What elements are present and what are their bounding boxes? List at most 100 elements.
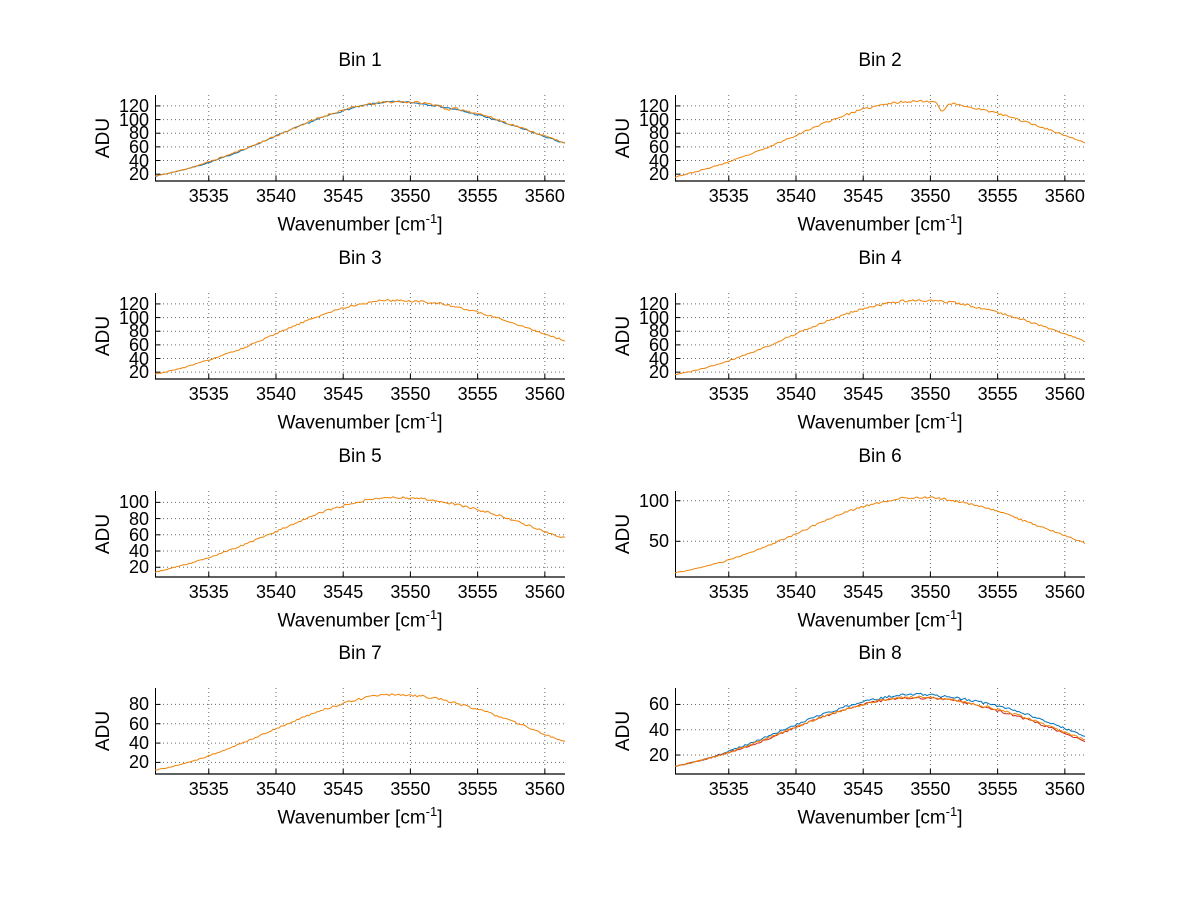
x-tick-label: 3540: [255, 779, 296, 799]
y-tick-label: 20: [648, 362, 669, 383]
y-tick-label: 100: [118, 492, 149, 513]
x-tick-label: 3535: [708, 582, 749, 602]
x-axis-label-exponent: -1: [945, 409, 958, 424]
x-tick-label: 3535: [188, 779, 229, 799]
data-series-orange: [675, 695, 1086, 767]
data-series-orange: [155, 100, 566, 177]
x-axis-label-suffix: ]: [957, 412, 963, 434]
x-axis-label-exponent: -1: [425, 409, 438, 424]
data-series-orange: [675, 299, 1086, 376]
y-tick-label: 20: [128, 362, 149, 383]
x-axis-label: Wavenumber [cm-1]: [155, 607, 565, 632]
y-tick-label: 50: [648, 531, 669, 552]
subplot-bin-7: Bin 7 ADU 20 40 60 80 3535 3540 3545 3550 3555 3560…: [85, 643, 585, 839]
x-axis-label-exponent: -1: [945, 607, 958, 622]
chart-title: Bin 7: [338, 643, 382, 664]
data-series-blue: [675, 692, 1086, 767]
x-axis-label-text: Wavenumber [cm: [797, 412, 946, 434]
chart-title: Bin 2: [858, 50, 902, 71]
x-axis-label: Wavenumber [cm-1]: [675, 211, 1085, 236]
x-axis-label-suffix: ]: [437, 412, 443, 434]
y-tick-label: 100: [118, 109, 149, 130]
y-tick-label: 60: [648, 136, 669, 157]
x-tick-label: 3560: [1044, 186, 1085, 206]
subplot-bin-1: Bin 1 ADU 20 40 60 80 100 120 3535 3540 3545 3550 35…: [85, 50, 585, 246]
y-tick-label: 80: [128, 321, 149, 342]
y-tick-label: 60: [648, 694, 669, 715]
y-tick-label: 100: [638, 109, 669, 130]
y-tick-label: 100: [638, 307, 669, 328]
y-tick-label: 40: [128, 541, 149, 562]
x-axis-label-text: Wavenumber [cm: [797, 807, 946, 829]
x-axis-label: Wavenumber [cm-1]: [155, 211, 565, 236]
y-tick-label: 60: [128, 713, 149, 734]
x-tick-label: 3550: [910, 186, 951, 206]
x-axis-label-suffix: ]: [957, 807, 963, 829]
plot-area: [155, 95, 566, 182]
x-tick-label: 3555: [977, 186, 1018, 206]
x-tick-label: 3555: [977, 779, 1018, 799]
chart-title: Bin 5: [338, 446, 382, 467]
x-tick-label: 3545: [323, 779, 364, 799]
x-axis-label-exponent: -1: [945, 804, 958, 819]
x-axis-label: Wavenumber [cm-1]: [155, 409, 565, 434]
y-tick-label: 120: [118, 293, 149, 314]
x-tick-label: 3555: [457, 384, 498, 404]
x-tick-label: 3545: [843, 582, 884, 602]
data-series-orange: [155, 693, 566, 771]
plot-area: [675, 688, 1086, 775]
x-tick-label: 3545: [323, 384, 364, 404]
x-tick-label: 3540: [775, 186, 816, 206]
y-tick-label: 40: [648, 719, 669, 740]
x-axis-label-suffix: ]: [437, 610, 443, 632]
y-tick-label: 60: [128, 334, 149, 355]
y-tick-label: 40: [128, 733, 149, 754]
x-axis-label-text: Wavenumber [cm: [277, 412, 426, 434]
x-tick-label: 3555: [457, 779, 498, 799]
y-tick-label: 120: [638, 293, 669, 314]
x-tick-label: 3560: [1044, 779, 1085, 799]
subplot-bin-8: Bin 8 ADU 20 40 60 3535 3540 3545 3550 3555 3560 Wa…: [605, 643, 1105, 839]
x-tick-label: 3540: [255, 582, 296, 602]
x-axis-label-text: Wavenumber [cm: [797, 610, 946, 632]
chart-title: Bin 4: [858, 248, 902, 269]
plot-area: [155, 688, 566, 775]
x-tick-label: 3545: [323, 582, 364, 602]
y-tick-label: 60: [128, 136, 149, 157]
y-tick-label: 20: [128, 557, 149, 578]
y-tick-label: 60: [648, 334, 669, 355]
x-tick-label: 3540: [255, 186, 296, 206]
subplot-bin-4: Bin 4 ADU 20 40 60 80 100 120 3535 3540 3545 3550 35…: [605, 248, 1105, 444]
x-tick-label: 3540: [775, 779, 816, 799]
data-series-orange: [675, 99, 1086, 178]
x-tick-label: 3535: [188, 582, 229, 602]
x-axis-label-exponent: -1: [425, 607, 438, 622]
chart-title: Bin 6: [858, 446, 902, 467]
x-tick-label: 3555: [977, 384, 1018, 404]
x-tick-label: 3560: [524, 186, 565, 206]
x-tick-label: 3535: [708, 186, 749, 206]
x-tick-label: 3555: [457, 582, 498, 602]
y-tick-label: 80: [128, 694, 149, 715]
x-tick-label: 3540: [775, 384, 816, 404]
y-tick-label: 80: [128, 508, 149, 529]
x-tick-label: 3550: [910, 779, 951, 799]
subplot-bin-2: Bin 2 ADU 20 40 60 80 100 120 3535 3540 3545 3550 35…: [605, 50, 1105, 246]
x-axis-label-exponent: -1: [425, 211, 438, 226]
y-tick-label: 40: [648, 348, 669, 369]
x-tick-label: 3560: [1044, 582, 1085, 602]
chart-title: Bin 8: [858, 643, 902, 664]
x-axis-label: Wavenumber [cm-1]: [675, 409, 1085, 434]
x-axis-label-exponent: -1: [945, 211, 958, 226]
x-axis-label-suffix: ]: [437, 214, 443, 236]
y-tick-label: 20: [648, 745, 669, 766]
x-tick-label: 3550: [390, 779, 431, 799]
x-axis-label-text: Wavenumber [cm: [277, 807, 426, 829]
subplot-bin-5: Bin 5 ADU 20 40 60 80 100 3535 3540 3545 3550 3555 3…: [85, 446, 585, 642]
x-axis-label-suffix: ]: [957, 214, 963, 236]
x-tick-label: 3545: [323, 186, 364, 206]
data-series-orange: [155, 496, 566, 573]
x-tick-label: 3555: [977, 582, 1018, 602]
x-tick-label: 3560: [1044, 384, 1085, 404]
